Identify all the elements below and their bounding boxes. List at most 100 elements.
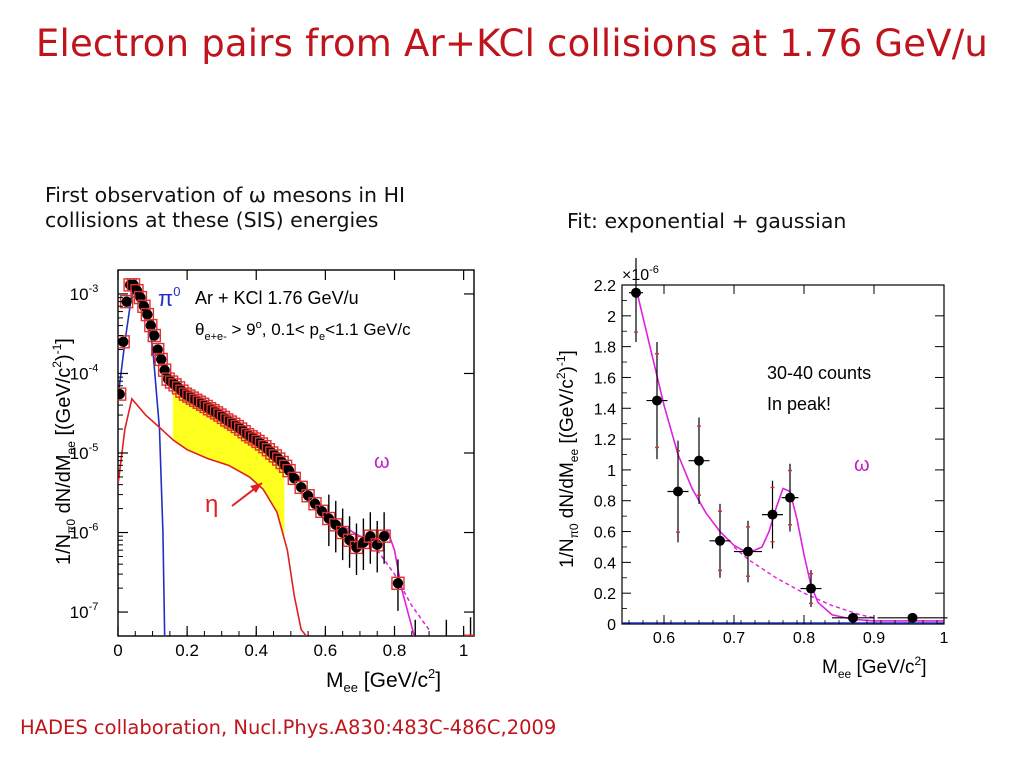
citation-footer: HADES collaboration, Nucl.Phys.A830:483C… [20, 716, 557, 739]
left-x-tick-label: 0 [113, 641, 122, 660]
right-data-point [848, 612, 858, 623]
right-data-point [673, 486, 683, 497]
right-data-point [694, 455, 704, 466]
right-x-tick-label: 1 [940, 630, 949, 647]
right-linear-chart: 0.6 0.7 0.8 0.9 1 0 0.2 0.4 0.6 0.8 1 1.2 1.4 1.6 1.8 2… [554, 258, 949, 681]
left-data-point [378, 530, 390, 542]
left-data-point [309, 498, 321, 509]
left-eta-shade [172, 385, 285, 538]
left-legend-line-2: θe+e- > 9o, 0.1< pe<1.1 GeV/c [195, 319, 411, 343]
right-data-point [715, 535, 725, 546]
right-x-tick-label: 0.8 [793, 630, 815, 647]
left-sys-box [287, 471, 301, 486]
left-data-point [121, 296, 132, 307]
left-description: First observation of ω mesons in HI coll… [45, 183, 405, 233]
left-sys-box [282, 463, 296, 478]
left-sys-box [463, 634, 474, 636]
left-label-pi0: π0 [158, 284, 180, 311]
left-data-point [145, 320, 157, 331]
left-data-point [330, 519, 341, 531]
left-y-tick-label: 10-7 [70, 601, 99, 622]
left-log-chart: 0 0.2 0.4 0.6 0.8 1 10-3 10-4 10-5 10-6 10-7 Ar + … [50, 269, 475, 695]
left-data-point [302, 490, 314, 501]
left-sys-box [301, 489, 315, 503]
right-y-tick-label: 1.2 [594, 432, 616, 449]
left-y-tick-label: 10-3 [70, 283, 99, 304]
right-data-point [743, 546, 753, 557]
left-sys-box [342, 533, 357, 547]
right-fit-curve [635, 287, 944, 622]
right-x-axis-label: Mee [GeV/c2] [822, 654, 927, 681]
right-y-tick-label: 0.6 [594, 525, 616, 542]
right-x-tick-label: 0.7 [723, 630, 745, 647]
left-legend-line-1: Ar + KCl 1.76 GeV/u [195, 288, 359, 308]
left-x-axis-label: Mee [GeV/c2] [326, 666, 441, 695]
left-data-point [142, 309, 153, 320]
left-y-tick-label: 10-4 [70, 362, 99, 383]
left-y-axis-label: 1/Nπ0 dN/dMee [(GeV/c2)-1] [50, 338, 78, 565]
left-data-point [149, 330, 160, 341]
right-x-tick-label: 0.9 [863, 630, 885, 647]
legend-angle: > 9 [227, 320, 256, 339]
left-data-point [358, 537, 369, 548]
right-y-tick-label: 0.2 [594, 586, 616, 603]
right-curves [622, 287, 944, 624]
left-x-tick-label: 0.8 [383, 641, 407, 660]
right-label-omega: ω [854, 454, 870, 476]
right-data-point [785, 492, 795, 503]
left-data-point [295, 482, 307, 493]
legend-p-range: , 0.1< p [262, 320, 319, 339]
left-data-point [323, 513, 335, 524]
right-data-point [907, 612, 918, 623]
left-data-point [372, 539, 383, 551]
right-data-point [806, 583, 816, 594]
left-label-eta: η [205, 491, 218, 518]
left-x-tick-label: 0.6 [314, 641, 338, 660]
left-sys-box [329, 518, 343, 532]
right-y-tick-label: 1.4 [594, 401, 616, 418]
left-label-omega: ω [374, 451, 390, 473]
right-y-tick-label: 0.8 [594, 494, 616, 511]
left-data-point [283, 465, 295, 476]
right-multiplier: ×10-6 [622, 264, 659, 284]
left-data-point [441, 639, 451, 649]
legend-p-max: <1.1 GeV/c [325, 320, 411, 339]
left-data-point [156, 354, 167, 365]
left-eta-arrowhead [250, 483, 262, 493]
right-data-point [631, 287, 641, 298]
left-curves [118, 289, 430, 636]
left-data-point [337, 527, 348, 538]
left-x-tick-label: 1 [459, 641, 468, 660]
left-sys-box [409, 638, 421, 650]
left-description-line-2: collisions at these (SIS) energies [45, 208, 379, 232]
left-data-point [365, 530, 376, 542]
left-sys-box [315, 504, 329, 518]
legend-p-sub: e [319, 331, 325, 343]
left-sys-box [363, 529, 378, 543]
right-axes: 0.6 0.7 0.8 0.9 1 0 0.2 0.4 0.6 0.8 1 1.2 1.4 1.6 1.8 2… [594, 278, 949, 647]
left-sys-box [308, 497, 322, 511]
right-data-point [652, 395, 662, 406]
right-description: Fit: exponential + gaussian [567, 209, 847, 233]
left-axes: 0 0.2 0.4 0.6 0.8 1 10-3 10-4 10-5 10-6 10-7 [70, 270, 474, 660]
left-sys-box [144, 318, 158, 333]
left-data-point [344, 535, 355, 546]
left-data-point [118, 336, 129, 348]
left-sys-box [118, 335, 130, 349]
left-sys-box [151, 342, 165, 357]
left-x-tick-label: 0.2 [175, 641, 199, 660]
right-y-tick-label: 2.2 [594, 278, 616, 295]
legend-theta-sub: e+e- [204, 331, 227, 343]
legend-degree: o [256, 319, 262, 331]
right-annotation-line-1: 30-40 counts [767, 363, 871, 383]
right-exp-dashed-curve [733, 546, 875, 619]
left-eta-shade-region [172, 385, 285, 538]
right-x-tick-label: 0.6 [653, 630, 675, 647]
left-sys-box [140, 307, 155, 322]
left-data-points [118, 278, 474, 650]
right-y-tick-label: 0 [607, 617, 616, 634]
right-data-point [767, 509, 778, 520]
left-data-point [316, 506, 328, 517]
right-y-tick-label: 1.8 [594, 340, 616, 357]
right-plot-frame [621, 284, 945, 625]
